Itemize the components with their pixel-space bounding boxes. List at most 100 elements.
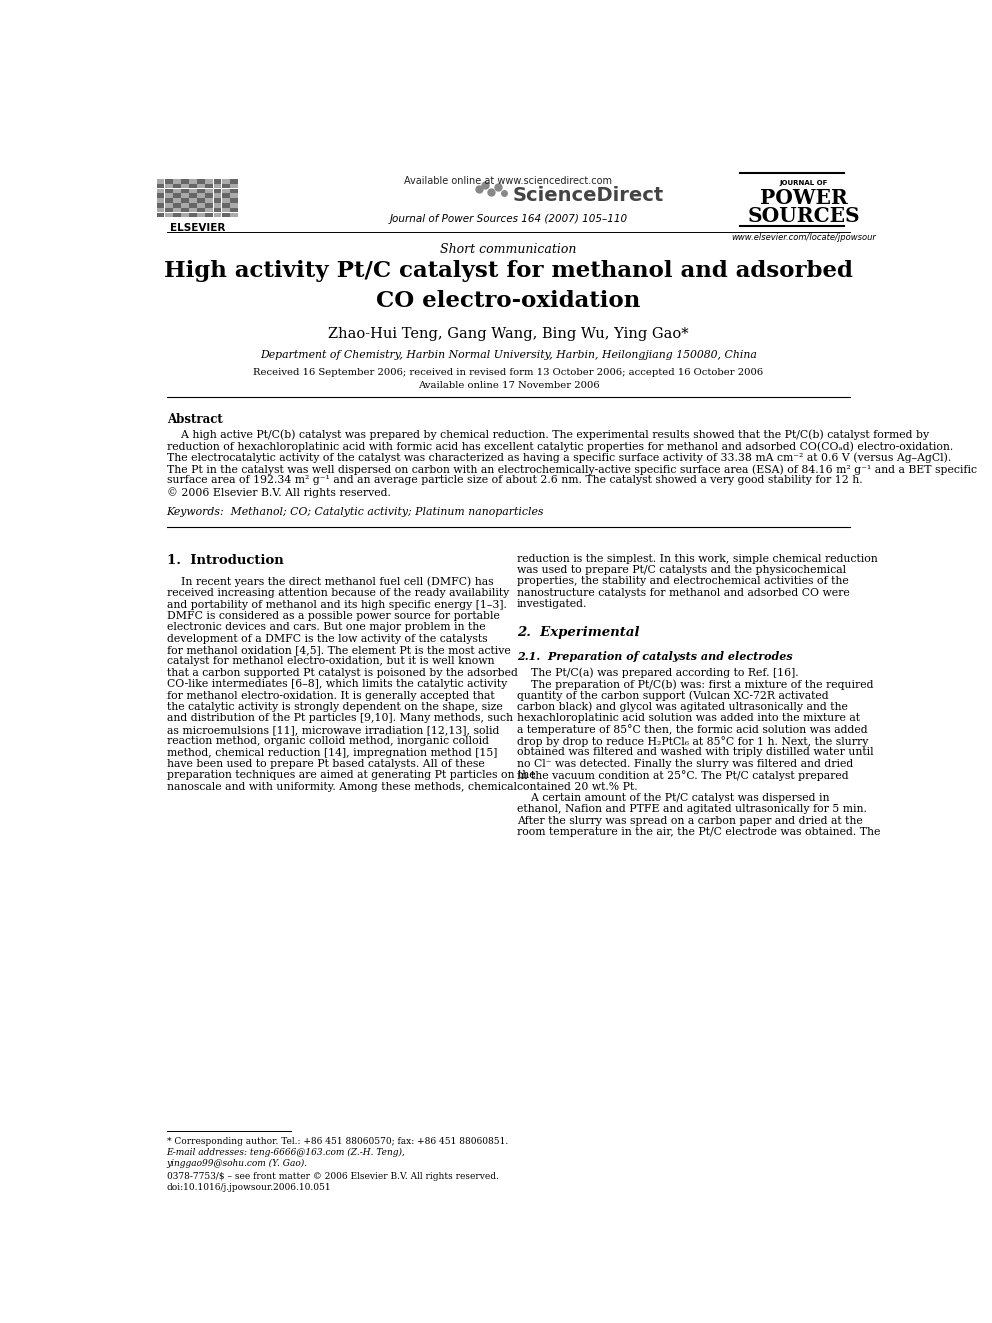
Bar bbox=[173, 189, 181, 193]
Bar bbox=[197, 184, 205, 188]
Bar bbox=[221, 179, 229, 184]
Text: investigated.: investigated. bbox=[517, 599, 587, 609]
Bar bbox=[221, 193, 229, 198]
Text: hexachloroplatinic acid solution was added into the mixture at: hexachloroplatinic acid solution was add… bbox=[517, 713, 860, 724]
Text: 0378-7753/$ – see front matter © 2006 Elsevier B.V. All rights reserved.: 0378-7753/$ – see front matter © 2006 El… bbox=[167, 1172, 499, 1181]
Bar bbox=[165, 213, 173, 217]
Bar bbox=[197, 179, 205, 184]
Bar bbox=[157, 208, 165, 213]
Bar bbox=[197, 193, 205, 198]
Bar bbox=[221, 202, 229, 208]
Text: DMFC is considered as a possible power source for portable: DMFC is considered as a possible power s… bbox=[167, 611, 500, 620]
Text: surface area of 192.34 m² g⁻¹ and an average particle size of about 2.6 nm. The : surface area of 192.34 m² g⁻¹ and an ave… bbox=[167, 475, 862, 486]
Bar bbox=[173, 179, 181, 184]
Text: ethanol, Nafion and PTFE and agitated ultrasonically for 5 min.: ethanol, Nafion and PTFE and agitated ul… bbox=[517, 804, 867, 815]
Text: 1.  Introduction: 1. Introduction bbox=[167, 553, 284, 566]
Text: no Cl⁻ was detected. Finally the slurry was filtered and dried: no Cl⁻ was detected. Finally the slurry … bbox=[517, 759, 853, 769]
Text: Available online 17 November 2006: Available online 17 November 2006 bbox=[418, 381, 599, 390]
Bar bbox=[189, 198, 197, 202]
Bar bbox=[173, 202, 181, 208]
Bar bbox=[165, 208, 173, 213]
Bar bbox=[173, 208, 181, 213]
Bar bbox=[189, 189, 197, 193]
Bar bbox=[213, 184, 221, 188]
Bar bbox=[165, 198, 173, 202]
Text: and portability of methanol and its high specific energy [1–3].: and portability of methanol and its high… bbox=[167, 599, 507, 610]
Bar bbox=[181, 213, 188, 217]
Text: nanostructure catalysts for methanol and adsorbed CO were: nanostructure catalysts for methanol and… bbox=[517, 587, 850, 598]
Bar bbox=[205, 198, 213, 202]
Bar bbox=[157, 213, 165, 217]
Text: preparation techniques are aimed at generating Pt particles on the: preparation techniques are aimed at gene… bbox=[167, 770, 536, 781]
Text: and distribution of the Pt particles [9,10]. Many methods, such: and distribution of the Pt particles [9,… bbox=[167, 713, 513, 724]
Bar bbox=[157, 189, 165, 193]
Bar bbox=[213, 208, 221, 213]
Text: The Pt in the catalyst was well dispersed on carbon with an electrochemically-ac: The Pt in the catalyst was well disperse… bbox=[167, 464, 977, 475]
Text: Abstract: Abstract bbox=[167, 413, 222, 426]
Text: www.elsevier.com/locate/jpowsour: www.elsevier.com/locate/jpowsour bbox=[731, 233, 876, 242]
Text: The Pt/C(a) was prepared according to Ref. [16].: The Pt/C(a) was prepared according to Re… bbox=[517, 668, 799, 679]
Text: E-mail addresses: teng-6666@163.com (Z.-H. Teng),: E-mail addresses: teng-6666@163.com (Z.-… bbox=[167, 1148, 406, 1158]
Bar bbox=[213, 179, 221, 184]
Bar bbox=[181, 198, 188, 202]
Bar bbox=[221, 208, 229, 213]
Text: © 2006 Elsevier B.V. All rights reserved.: © 2006 Elsevier B.V. All rights reserved… bbox=[167, 487, 391, 497]
Bar bbox=[197, 213, 205, 217]
Text: obtained was filtered and washed with triply distilled water until: obtained was filtered and washed with tr… bbox=[517, 747, 874, 757]
Text: for methanol electro-oxidation. It is generally accepted that: for methanol electro-oxidation. It is ge… bbox=[167, 691, 494, 701]
Text: Department of Chemistry, Harbin Normal University, Harbin, Heilongjiang 150080, : Department of Chemistry, Harbin Normal U… bbox=[260, 349, 757, 360]
Bar bbox=[197, 202, 205, 208]
Text: as microemulsions [11], microwave irradiation [12,13], solid: as microemulsions [11], microwave irradi… bbox=[167, 725, 499, 734]
Text: ScienceDirect: ScienceDirect bbox=[512, 187, 664, 205]
Text: Journal of Power Sources 164 (2007) 105–110: Journal of Power Sources 164 (2007) 105–… bbox=[389, 214, 628, 224]
Text: properties, the stability and electrochemical activities of the: properties, the stability and electroche… bbox=[517, 577, 849, 586]
Bar bbox=[213, 198, 221, 202]
Text: yinggao99@sohu.com (Y. Gao).: yinggao99@sohu.com (Y. Gao). bbox=[167, 1159, 308, 1168]
Text: Short communication: Short communication bbox=[440, 243, 576, 257]
Text: contained 20 wt.% Pt.: contained 20 wt.% Pt. bbox=[517, 782, 638, 791]
Bar bbox=[230, 189, 238, 193]
Text: CO-like intermediates [6–8], which limits the catalytic activity: CO-like intermediates [6–8], which limit… bbox=[167, 679, 507, 689]
Bar bbox=[230, 202, 238, 208]
Text: * Corresponding author. Tel.: +86 451 88060570; fax: +86 451 88060851.: * Corresponding author. Tel.: +86 451 88… bbox=[167, 1136, 508, 1146]
Text: In recent years the direct methanol fuel cell (DMFC) has: In recent years the direct methanol fuel… bbox=[167, 577, 493, 587]
Text: a temperature of 85°C then, the formic acid solution was added: a temperature of 85°C then, the formic a… bbox=[517, 725, 868, 736]
Bar bbox=[205, 202, 213, 208]
Text: 2.1.  Preparation of catalysts and electrodes: 2.1. Preparation of catalysts and electr… bbox=[517, 651, 793, 662]
Text: that a carbon supported Pt catalyst is poisoned by the adsorbed: that a carbon supported Pt catalyst is p… bbox=[167, 668, 518, 677]
Bar bbox=[181, 179, 188, 184]
Bar bbox=[197, 189, 205, 193]
Bar bbox=[189, 184, 197, 188]
Text: reaction method, organic colloid method, inorganic colloid: reaction method, organic colloid method,… bbox=[167, 737, 489, 746]
Bar bbox=[157, 193, 165, 198]
Bar bbox=[205, 193, 213, 198]
Text: High activity Pt/C catalyst for methanol and adsorbed: High activity Pt/C catalyst for methanol… bbox=[164, 261, 853, 282]
Bar bbox=[230, 213, 238, 217]
Bar bbox=[230, 179, 238, 184]
Bar bbox=[189, 193, 197, 198]
Bar bbox=[173, 198, 181, 202]
Bar bbox=[165, 184, 173, 188]
Bar bbox=[189, 208, 197, 213]
Text: The preparation of Pt/C(b) was: first a mixture of the required: The preparation of Pt/C(b) was: first a … bbox=[517, 679, 873, 689]
Bar bbox=[221, 184, 229, 188]
Text: have been used to prepare Pt based catalysts. All of these: have been used to prepare Pt based catal… bbox=[167, 759, 484, 769]
Text: SOURCES: SOURCES bbox=[747, 206, 860, 226]
Bar bbox=[221, 213, 229, 217]
Bar bbox=[157, 202, 165, 208]
Text: catalyst for methanol electro-oxidation, but it is well known: catalyst for methanol electro-oxidation,… bbox=[167, 656, 494, 667]
Bar bbox=[213, 213, 221, 217]
Bar bbox=[213, 202, 221, 208]
Text: was used to prepare Pt/C catalysts and the physicochemical: was used to prepare Pt/C catalysts and t… bbox=[517, 565, 846, 576]
Text: room temperature in the air, the Pt/C electrode was obtained. The: room temperature in the air, the Pt/C el… bbox=[517, 827, 880, 837]
Bar bbox=[205, 213, 213, 217]
Text: carbon black) and glycol was agitated ultrasonically and the: carbon black) and glycol was agitated ul… bbox=[517, 701, 848, 712]
Text: for methanol oxidation [4,5]. The element Pt is the most active: for methanol oxidation [4,5]. The elemen… bbox=[167, 646, 510, 655]
Bar bbox=[157, 184, 165, 188]
Bar bbox=[181, 202, 188, 208]
Bar bbox=[165, 179, 173, 184]
Text: nanoscale and with uniformity. Among these methods, chemical: nanoscale and with uniformity. Among the… bbox=[167, 782, 517, 792]
Bar bbox=[181, 189, 188, 193]
Bar bbox=[157, 198, 165, 202]
Bar bbox=[213, 193, 221, 198]
